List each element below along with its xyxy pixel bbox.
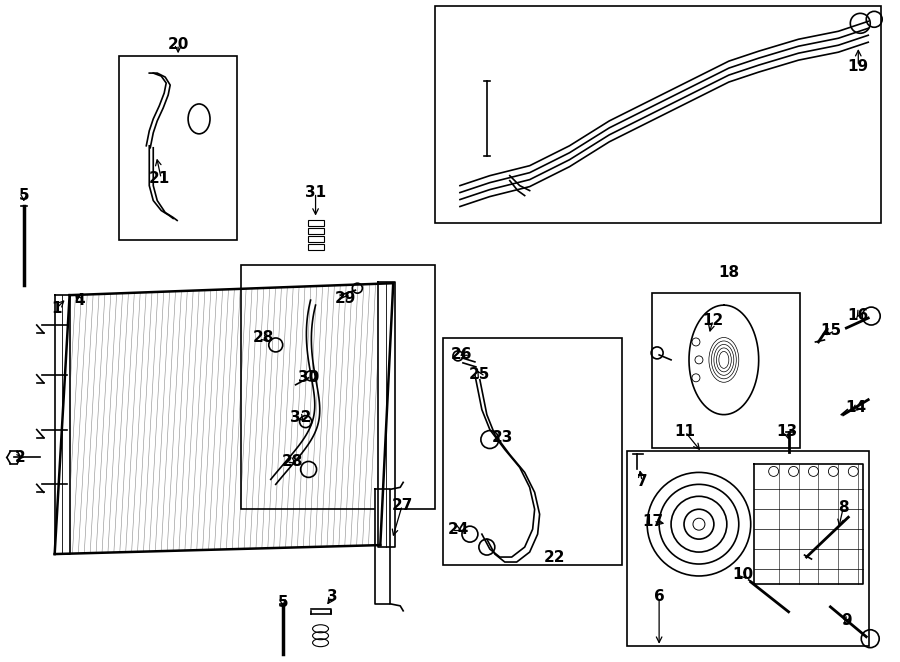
Text: 6: 6 [653, 589, 664, 604]
Text: 7: 7 [637, 474, 647, 489]
Bar [308, 236, 323, 242]
Text: 4: 4 [74, 293, 85, 308]
Text: 25: 25 [469, 367, 491, 383]
Polygon shape [375, 489, 391, 604]
Text: 12: 12 [702, 312, 724, 328]
Text: 17: 17 [643, 514, 663, 529]
Text: 11: 11 [674, 424, 696, 439]
Polygon shape [55, 283, 393, 554]
Text: 16: 16 [848, 308, 868, 322]
Text: 5: 5 [19, 188, 29, 203]
Text: 30: 30 [298, 370, 320, 385]
Bar [435, 7, 881, 224]
Text: 23: 23 [492, 430, 514, 445]
Polygon shape [753, 465, 863, 584]
Text: 26: 26 [451, 348, 472, 362]
Polygon shape [55, 295, 69, 554]
Text: 22: 22 [544, 549, 565, 565]
Bar [241, 265, 435, 509]
Text: 8: 8 [838, 500, 849, 515]
Bar [627, 451, 869, 645]
Bar [308, 244, 323, 250]
Text: 3: 3 [328, 589, 338, 604]
Bar [308, 228, 323, 234]
Text: 21: 21 [148, 171, 170, 186]
Text: 24: 24 [447, 522, 469, 537]
Text: 1: 1 [51, 301, 62, 316]
Polygon shape [378, 282, 395, 547]
Text: 15: 15 [820, 322, 841, 338]
Bar [308, 220, 323, 226]
Polygon shape [689, 305, 759, 414]
Text: 31: 31 [305, 185, 326, 200]
Text: 32: 32 [290, 410, 311, 425]
Text: 10: 10 [733, 567, 753, 583]
Bar [652, 293, 799, 448]
Text: 5: 5 [277, 595, 288, 610]
Text: 13: 13 [776, 424, 797, 439]
Text: 27: 27 [392, 498, 413, 513]
Text: 9: 9 [841, 613, 851, 628]
Bar [120, 56, 237, 240]
Text: 20: 20 [167, 36, 189, 52]
Text: 18: 18 [718, 265, 740, 280]
Text: 28: 28 [253, 330, 274, 346]
Text: 14: 14 [846, 400, 867, 415]
Text: 19: 19 [848, 59, 868, 73]
Text: 29: 29 [335, 291, 356, 306]
Text: 2: 2 [14, 450, 25, 465]
Text: 28: 28 [282, 454, 303, 469]
Bar [443, 338, 622, 565]
